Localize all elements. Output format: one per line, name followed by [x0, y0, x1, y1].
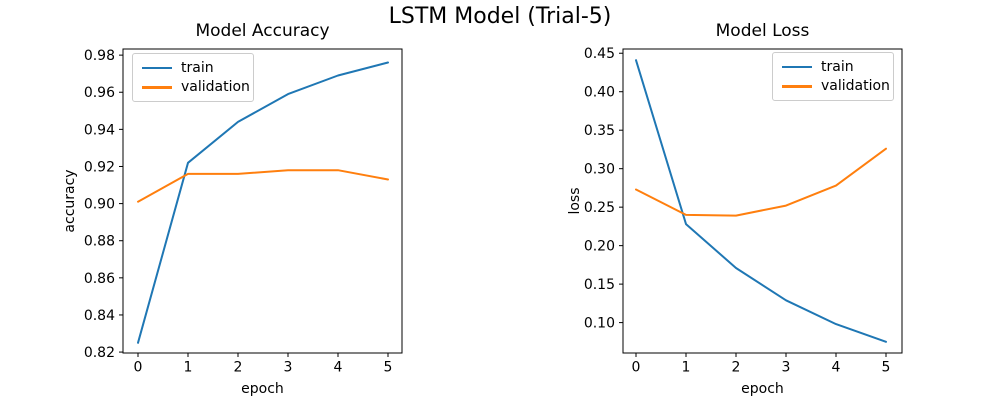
- y-tick-label: 0.15: [584, 277, 615, 293]
- x-tick-label: 5: [384, 360, 393, 376]
- accuracy-plot-title: Model Accuracy: [195, 21, 330, 41]
- x-tick-label: 0: [134, 360, 143, 376]
- validation-line-swatch: [142, 86, 172, 89]
- y-tick-label: 0.45: [584, 46, 615, 62]
- train-line: [635, 59, 887, 343]
- y-tick-label: 0.90: [84, 197, 115, 213]
- x-tick-label: 3: [782, 360, 791, 376]
- legend-label-train: train: [821, 58, 854, 75]
- legend-item-train: train: [782, 57, 884, 77]
- accuracy-x-axis-label: epoch: [241, 381, 284, 397]
- legend-item-validation: validation: [142, 78, 250, 98]
- x-tick-label: 1: [184, 360, 193, 376]
- x-tick-label: 5: [882, 360, 891, 376]
- y-tick-label: 0.40: [584, 85, 615, 101]
- x-tick-label: 0: [632, 360, 641, 376]
- x-tick-label: 2: [234, 360, 243, 376]
- y-tick-label: 0.25: [584, 200, 615, 216]
- accuracy-y-axis-label: accuracy: [62, 169, 78, 233]
- y-tick-label: 0.10: [584, 316, 615, 332]
- x-tick-label: 3: [284, 360, 293, 376]
- legend-label-train: train: [181, 59, 214, 76]
- y-tick-label: 0.86: [84, 271, 115, 287]
- loss-legend: train validation: [772, 52, 894, 101]
- y-tick-label: 0.88: [84, 234, 115, 250]
- y-tick-label: 0.94: [84, 122, 115, 138]
- y-tick-label: 0.20: [584, 239, 615, 255]
- y-tick-label: 0.96: [84, 85, 115, 101]
- y-tick-label: 0.30: [584, 162, 615, 178]
- loss-x-axis-label: epoch: [741, 381, 784, 397]
- axes-spines: [122, 48, 403, 354]
- train-line-swatch: [142, 66, 172, 69]
- x-tick-label: 4: [832, 360, 841, 376]
- legend-label-validation: validation: [181, 79, 250, 96]
- train-line-swatch: [782, 65, 812, 68]
- y-tick-label: 0.35: [584, 123, 615, 139]
- loss-y-axis-label: loss: [567, 187, 583, 215]
- validation-line: [635, 147, 887, 217]
- validation-line-swatch: [782, 85, 812, 88]
- x-tick-label: 1: [682, 360, 691, 376]
- validation-line: [137, 169, 389, 203]
- axes-spines: [622, 48, 903, 354]
- legend-label-validation: validation: [821, 78, 890, 95]
- y-tick-label: 0.92: [84, 159, 115, 175]
- legend-item-validation: validation: [782, 77, 890, 97]
- train-line: [137, 61, 389, 344]
- x-tick-label: 4: [334, 360, 343, 376]
- y-tick-label: 0.82: [84, 345, 115, 361]
- legend-item-train: train: [142, 58, 244, 78]
- model-loss-axes: 0 1 2 3 4 5 0.10 0.15 0.20 0.25 0.30 0.35 0.40 0.45: [584, 46, 903, 376]
- loss-plot-title: Model Loss: [715, 21, 810, 41]
- y-tick-label: 0.98: [84, 48, 115, 64]
- figure-suptitle: LSTM Model (Trial-5): [388, 4, 612, 29]
- y-tick-label: 0.84: [84, 308, 115, 324]
- x-tick-label: 2: [732, 360, 741, 376]
- model-accuracy-axes: 0 1 2 3 4 5 0.82 0.84 0.86 0.88 0.90 0.92 0.94 0.96 0.…: [84, 48, 403, 376]
- accuracy-legend: train validation: [132, 53, 254, 102]
